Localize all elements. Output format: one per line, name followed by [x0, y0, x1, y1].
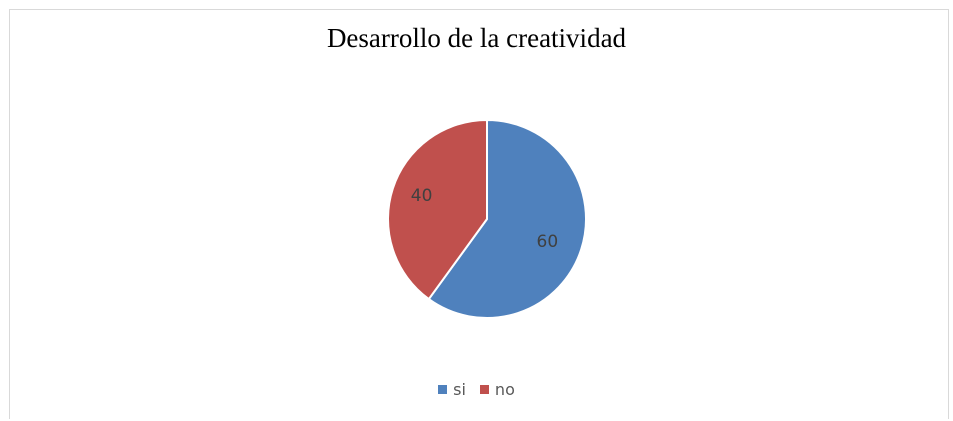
legend-item-no: no: [479, 380, 515, 399]
data-label-si: 60: [537, 232, 559, 252]
legend-swatch-si: [438, 385, 448, 394]
pie-slice-no: [387, 118, 488, 301]
chart-frame: [9, 9, 949, 419]
legend-swatch-no: [479, 385, 489, 394]
pie-slice-si: [427, 118, 587, 319]
legend-label-no: no: [494, 380, 515, 399]
legend-item-si: si: [438, 380, 466, 399]
legend-label-si: si: [453, 380, 466, 399]
data-label-no: 40: [411, 186, 433, 206]
chart-title: Desarrollo de la creatividad: [326, 23, 627, 53]
chart-legend: si no: [0, 380, 953, 399]
